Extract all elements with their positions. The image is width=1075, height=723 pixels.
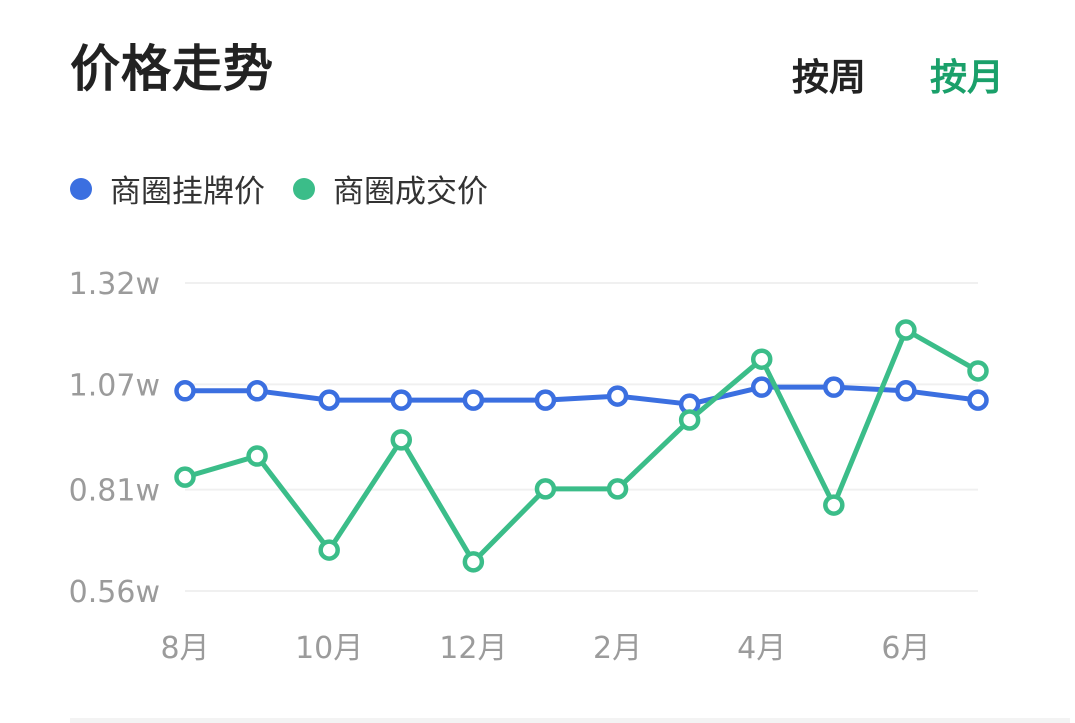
- y-tick-label: 0.56w: [69, 575, 160, 610]
- section-divider: [70, 718, 1070, 723]
- x-tick-label: 6月: [881, 631, 930, 666]
- data-point-marker[interactable]: [462, 389, 485, 411]
- series-listing-price[interactable]: [174, 376, 989, 415]
- x-tick-label: 10月: [295, 631, 363, 666]
- data-point-marker[interactable]: [823, 376, 845, 398]
- legend-item-listing-price[interactable]: 商圈挂牌价: [70, 166, 265, 211]
- toggle-by-month[interactable]: 按月: [930, 56, 1004, 99]
- data-point-marker[interactable]: [390, 389, 413, 411]
- legend-label: 商圈挂牌价: [110, 174, 265, 210]
- y-tick-label: 1.07w: [69, 368, 160, 403]
- series-line: [184, 327, 980, 565]
- legend-label: 商圈成交价: [333, 174, 488, 210]
- x-tick-label: 4月: [737, 631, 786, 666]
- chart-title: 价格走势: [70, 40, 274, 98]
- data-point-marker[interactable]: [246, 380, 268, 402]
- x-tick-label: 2月: [593, 631, 642, 666]
- x-tick-label: 12月: [439, 631, 507, 666]
- data-series[interactable]: [174, 319, 989, 573]
- data-point-marker[interactable]: [318, 539, 340, 561]
- legend-dot-icon: [293, 177, 315, 200]
- legend-item-deal-price[interactable]: 商圈成交价: [293, 166, 488, 211]
- data-point-marker[interactable]: [750, 376, 773, 398]
- grid-lines: [185, 282, 978, 592]
- data-point-marker[interactable]: [823, 494, 845, 516]
- data-point-marker[interactable]: [895, 380, 917, 402]
- data-point-marker[interactable]: [967, 389, 989, 411]
- data-point-marker[interactable]: [390, 429, 413, 451]
- data-point-marker[interactable]: [750, 348, 773, 370]
- y-axis-labels: 1.32w 1.07w 0.81w 0.56w: [69, 267, 160, 610]
- toggle-by-week[interactable]: 按周: [792, 56, 866, 99]
- data-point-marker[interactable]: [462, 551, 485, 573]
- data-point-marker[interactable]: [174, 380, 196, 402]
- x-axis-labels: 8月 10月 12月 2月 4月 6月: [160, 631, 930, 666]
- data-point-marker[interactable]: [606, 478, 629, 500]
- data-point-marker[interactable]: [534, 389, 557, 411]
- data-point-marker[interactable]: [678, 409, 701, 431]
- data-point-marker[interactable]: [606, 385, 629, 407]
- legend-dot-icon: [70, 177, 92, 200]
- data-point-marker[interactable]: [967, 360, 989, 382]
- y-tick-label: 0.81w: [69, 474, 160, 509]
- data-point-marker[interactable]: [174, 466, 196, 488]
- data-point-marker[interactable]: [318, 389, 340, 411]
- chart-legend: 商圈挂牌价 商圈成交价: [70, 166, 516, 211]
- series-line: [185, 384, 979, 407]
- data-point-marker[interactable]: [246, 445, 268, 467]
- y-tick-label: 1.32w: [69, 267, 160, 302]
- series-deal-price[interactable]: [174, 319, 989, 573]
- data-point-marker[interactable]: [534, 478, 557, 500]
- data-point-marker[interactable]: [895, 319, 917, 341]
- x-tick-label: 8月: [160, 631, 209, 666]
